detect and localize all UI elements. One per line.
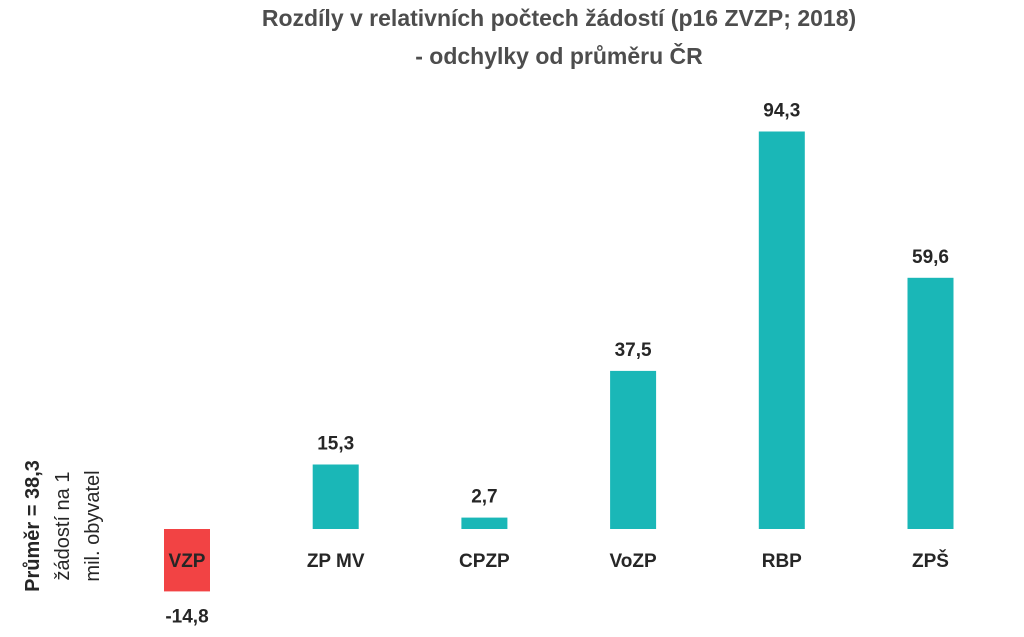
category-label-cpzp: CPZP <box>459 551 510 572</box>
chart-title: Rozdíly v relativních počtech žádostí (p… <box>262 5 856 69</box>
data-label-vzp: -14,8 <box>165 606 208 627</box>
data-label-vozp: 37,5 <box>615 340 652 361</box>
category-label-zp-mv: ZP MV <box>307 551 365 572</box>
category-label-zp: ZPŠ <box>912 550 949 572</box>
bar-rbp <box>758 131 805 529</box>
side-annotation-unit-line-1: žádostí na 1 <box>52 472 74 581</box>
category-label-vozp: VoZP <box>610 551 657 572</box>
category-label-rbp: RBP <box>762 551 802 572</box>
side-annotation: Průměr = 38,3 žádostí na 1 mil. obyvatel <box>22 460 104 592</box>
data-label-cpzp: 2,7 <box>471 487 497 508</box>
plot-area: -14,8 VZP 15,3 ZP MV 2,7 CPZP 37,5 VoZP 94,3 RBP 5… <box>164 101 954 627</box>
bar-zp-mv <box>312 464 359 529</box>
chart-title-line-2: - odchylky od průměru ČR <box>415 42 703 69</box>
data-label-zp: 59,6 <box>912 247 949 268</box>
bar-vozp <box>610 370 657 529</box>
bar-cpzp <box>461 517 508 529</box>
side-annotation-unit-line-2: mil. obyvatel <box>82 470 104 581</box>
chart-title-line-1: Rozdíly v relativních počtech žádostí (p… <box>262 5 856 31</box>
category-label-vzp: VZP <box>169 551 206 572</box>
side-annotation-average: Průměr = 38,3 <box>22 460 44 592</box>
bar-zp <box>907 277 954 529</box>
bar-vzp <box>164 529 210 592</box>
data-label-zp-mv: 15,3 <box>317 434 354 455</box>
data-label-rbp: 94,3 <box>763 101 800 122</box>
